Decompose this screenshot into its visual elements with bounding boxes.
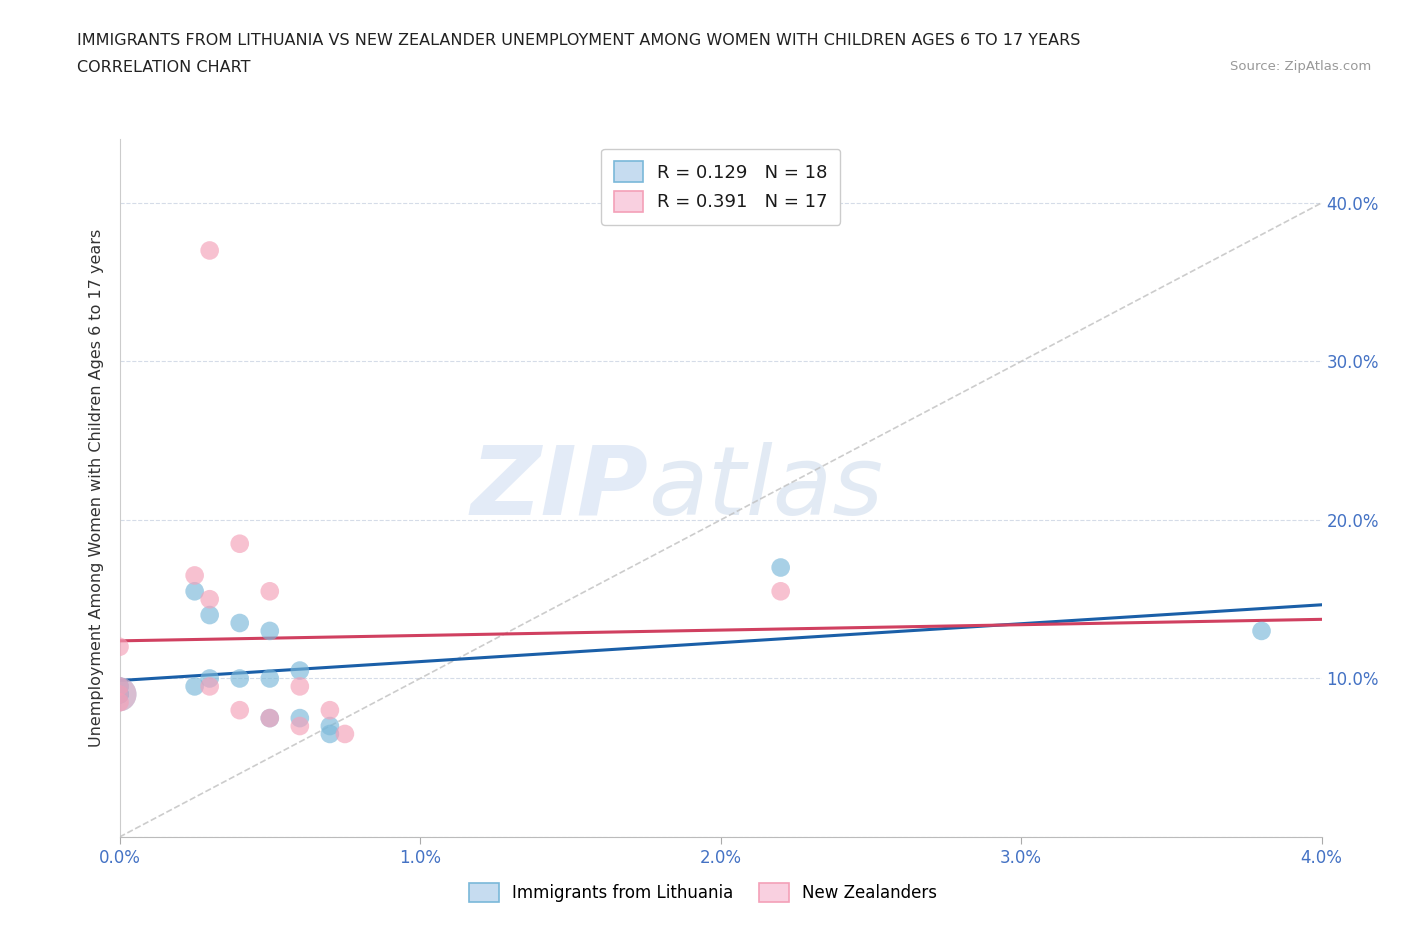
Point (183, 679, 205, 694)
Point (108, 639, 131, 654)
Point (288, 719, 311, 734)
Text: ZIP: ZIP (471, 442, 648, 535)
Point (769, 560, 792, 575)
Point (228, 537, 252, 551)
Point (198, 607, 221, 622)
Point (259, 711, 281, 725)
Point (259, 671, 281, 686)
Point (198, 679, 221, 694)
Point (228, 703, 252, 718)
Point (108, 687, 131, 702)
Legend: R = 0.129   N = 18, R = 0.391   N = 17: R = 0.129 N = 18, R = 0.391 N = 17 (600, 149, 841, 224)
Point (183, 568, 205, 583)
Point (108, 695, 131, 710)
Point (108, 679, 131, 694)
Point (288, 711, 311, 725)
Point (259, 584, 281, 599)
Point (259, 711, 281, 725)
Point (288, 679, 311, 694)
Legend: Immigrants from Lithuania, New Zealanders: Immigrants from Lithuania, New Zealander… (463, 876, 943, 909)
Point (198, 591, 221, 606)
Point (288, 663, 311, 678)
Text: CORRELATION CHART: CORRELATION CHART (77, 60, 250, 75)
Point (319, 726, 342, 741)
Point (259, 623, 281, 638)
Point (319, 719, 342, 734)
Text: Source: ZipAtlas.com: Source: ZipAtlas.com (1230, 60, 1371, 73)
Point (319, 703, 342, 718)
Point (108, 679, 131, 694)
Point (228, 671, 252, 686)
Point (108, 687, 131, 702)
Y-axis label: Unemployment Among Women with Children Ages 6 to 17 years: Unemployment Among Women with Children A… (89, 229, 104, 748)
Point (183, 584, 205, 599)
Point (228, 616, 252, 631)
Point (108, 687, 131, 702)
Point (198, 243, 221, 258)
Text: atlas: atlas (648, 442, 883, 535)
Text: IMMIGRANTS FROM LITHUANIA VS NEW ZEALANDER UNEMPLOYMENT AMONG WOMEN WITH CHILDRE: IMMIGRANTS FROM LITHUANIA VS NEW ZEALAND… (77, 33, 1081, 47)
Point (108, 687, 131, 702)
Point (108, 687, 131, 702)
Point (1250, 623, 1272, 638)
Point (198, 671, 221, 686)
Point (333, 726, 356, 741)
Point (769, 584, 792, 599)
